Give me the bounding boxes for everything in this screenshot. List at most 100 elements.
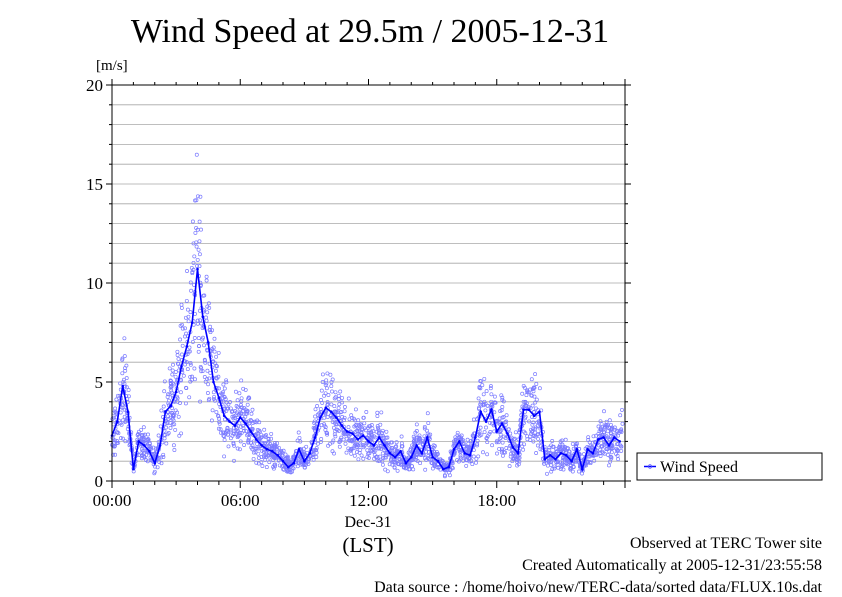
sample-point [324, 386, 329, 391]
sample-point [324, 430, 329, 435]
sample-point [328, 413, 333, 418]
sample-point [296, 430, 301, 435]
sample-point [378, 454, 383, 459]
sample-point [509, 451, 514, 456]
series-point [287, 465, 290, 469]
series-point [436, 459, 440, 463]
sample-point [559, 465, 564, 470]
sample-point [297, 435, 302, 440]
sample-point [602, 409, 606, 414]
sample-point [249, 418, 254, 423]
sample-point [120, 402, 125, 407]
sample-point [533, 372, 538, 377]
sample-point [511, 453, 516, 458]
legend: Wind Speed [636, 452, 823, 481]
sample-point [605, 447, 610, 452]
sample-point [246, 440, 251, 445]
sample-point [458, 455, 463, 460]
sample-point [197, 219, 202, 224]
sample-point [325, 403, 330, 408]
sample-point [390, 462, 395, 467]
sample-point [329, 402, 334, 407]
sample-point [248, 440, 253, 445]
series-point [329, 410, 333, 414]
series-point [244, 422, 247, 425]
sample-point [550, 439, 555, 443]
sample-point [554, 460, 559, 465]
series-point [239, 416, 242, 419]
sample-point [257, 444, 262, 449]
sample-point [219, 391, 224, 396]
sample-point [482, 430, 487, 435]
sample-point [189, 288, 194, 293]
sample-point [193, 198, 198, 203]
sample-point [201, 335, 205, 340]
sample-point [549, 469, 554, 474]
sample-point [612, 427, 617, 432]
series-point [271, 450, 274, 453]
sample-point [323, 391, 328, 396]
legend-point-swatch [647, 464, 653, 469]
sample-point [225, 428, 229, 433]
sample-point [169, 384, 174, 389]
sample-point [300, 462, 305, 467]
sample-point [536, 432, 541, 436]
sample-point [358, 443, 363, 448]
sample-point [413, 457, 418, 462]
sample-point [413, 440, 418, 445]
series-point [607, 444, 611, 447]
sample-point [585, 459, 590, 464]
sample-point [254, 446, 259, 451]
sample-point [616, 457, 621, 462]
sample-point [288, 470, 293, 475]
sample-point [531, 389, 536, 394]
sample-point [394, 440, 399, 445]
sample-point [607, 437, 612, 442]
sample-point [527, 419, 532, 424]
sample-point [517, 459, 522, 464]
sample-point [173, 370, 178, 374]
sample-point [392, 465, 397, 470]
footer-source: Data source : /home/hoivo/new/TERC-data/… [374, 579, 822, 596]
sample-point [485, 440, 490, 445]
sample-point [199, 227, 203, 232]
sample-point [399, 434, 404, 439]
sample-point [175, 410, 180, 415]
sample-point [196, 349, 201, 354]
sample-point [380, 428, 385, 433]
sample-point [244, 409, 249, 414]
sample-point [295, 438, 300, 443]
sample-point [485, 452, 490, 457]
sample-point [525, 390, 530, 395]
sample-point [213, 368, 218, 373]
sample-point [469, 439, 474, 443]
series-point [522, 408, 525, 412]
sample-point [342, 405, 347, 409]
sample-point [357, 450, 362, 455]
series-point [351, 432, 354, 435]
series-point [538, 410, 541, 414]
series-point [367, 440, 370, 443]
sample-point [551, 444, 556, 449]
sample-point [250, 407, 255, 412]
sample-point [279, 449, 284, 453]
sample-point [330, 419, 335, 424]
sample-point [195, 194, 200, 199]
sample-point [190, 219, 195, 224]
series-point [324, 406, 328, 410]
sample-point [455, 430, 460, 435]
sample-point [286, 465, 291, 470]
sample-point [211, 359, 216, 364]
sample-point [417, 452, 422, 457]
sample-point [432, 463, 437, 468]
sample-point [246, 432, 251, 437]
sample-point [185, 269, 189, 273]
sample-point [224, 380, 229, 385]
sample-point [500, 397, 505, 402]
sample-point [242, 406, 247, 410]
sample-point [157, 460, 162, 464]
sample-point [330, 377, 335, 382]
sample-point [213, 398, 217, 403]
series-point [415, 444, 418, 447]
sample-point [508, 454, 513, 459]
